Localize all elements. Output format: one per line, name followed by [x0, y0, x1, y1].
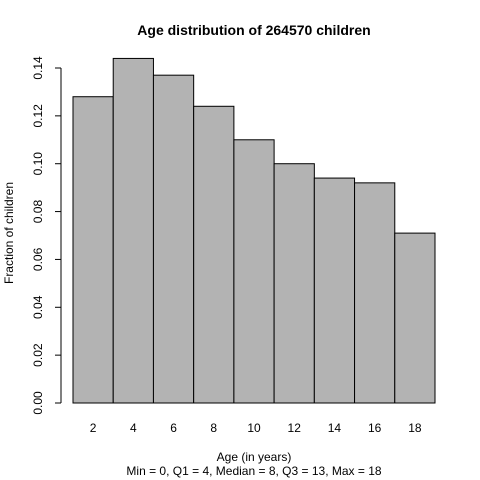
histogram-bar-4: [193, 105, 235, 404]
y-tick-label: 0.08: [31, 200, 45, 224]
histogram-bar-7: [313, 177, 356, 404]
histogram-bar-2: [112, 57, 154, 404]
histogram-bar-1: [72, 96, 114, 404]
histogram-bar-8: [354, 182, 396, 404]
x-tick-label: 2: [90, 421, 97, 435]
y-axis-label: Fraction of children: [2, 182, 16, 284]
chart-subtitle: Min = 0, Q1 = 4, Median = 8, Q3 = 13, Ma…: [126, 464, 381, 478]
histogram-bar-6: [273, 163, 315, 404]
y-tick-label: 0.14: [31, 56, 45, 80]
x-axis-label: Age (in years): [217, 450, 292, 464]
y-tick-label: 0.02: [31, 343, 45, 367]
y-tick-label: 0.10: [31, 152, 45, 176]
histogram-bar-3: [152, 74, 195, 404]
y-tick-label: 0.06: [31, 247, 45, 271]
x-tick-label: 4: [130, 421, 137, 435]
bars-layer: [72, 57, 436, 404]
y-axis: 0.00 0.02 0.04 0.06 0.08 0.10 0.12 0.14: [31, 56, 62, 415]
histogram-bar-5: [233, 139, 275, 404]
x-tick-label: 18: [408, 421, 422, 435]
x-tick-label: 16: [368, 421, 382, 435]
x-tick-label: 12: [288, 421, 302, 435]
x-axis: 2 4 6 8 10 12 14 16 18: [90, 421, 422, 435]
x-tick-label: 10: [247, 421, 261, 435]
histogram-bar-9: [394, 232, 436, 404]
x-tick-label: 6: [170, 421, 177, 435]
chart-title: Age distribution of 264570 children: [137, 22, 370, 38]
y-tick-label: 0.04: [31, 295, 45, 319]
y-tick-label: 0.12: [31, 104, 45, 128]
y-tick-label: 0.00: [31, 391, 45, 415]
x-tick-label: 8: [210, 421, 217, 435]
x-tick-label: 14: [328, 421, 342, 435]
